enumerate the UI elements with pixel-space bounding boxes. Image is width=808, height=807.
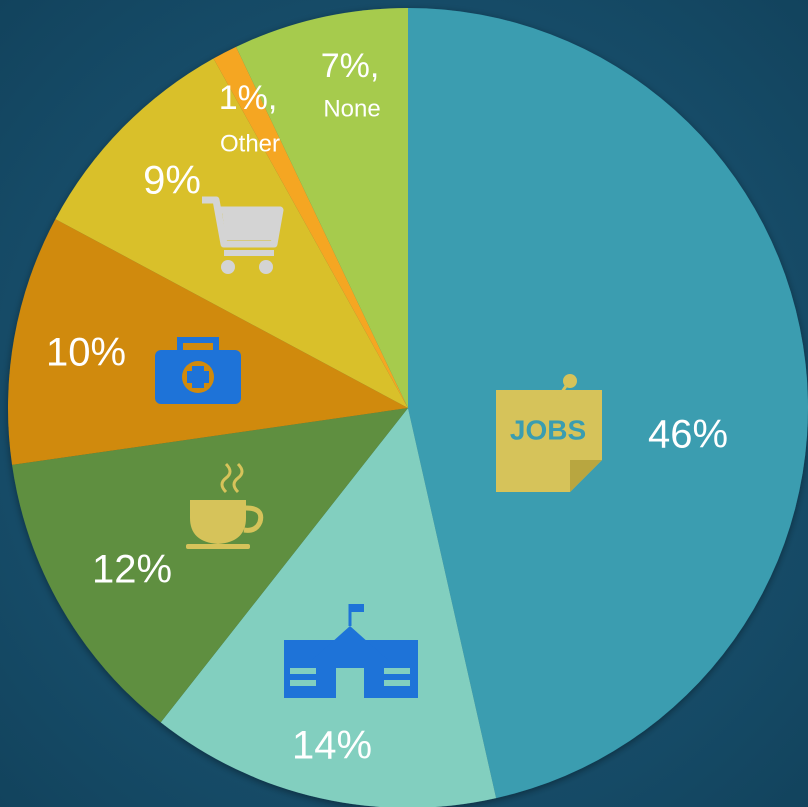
svg-text:JOBS: JOBS	[510, 414, 586, 445]
pie-slice	[408, 8, 808, 799]
value-label: 10%	[46, 331, 126, 375]
cup-icon	[186, 462, 264, 549]
jobs-icon: JOBS	[496, 374, 602, 492]
value-label: 14%	[292, 724, 372, 768]
category-label: None	[323, 95, 380, 122]
pie-slice	[236, 8, 408, 408]
value-label: 12%	[92, 548, 172, 592]
pie-slice	[160, 408, 497, 807]
value-label: 7%,	[321, 47, 380, 85]
value-label: 46%	[648, 413, 728, 457]
value-label: 9%	[143, 159, 201, 203]
value-label: 1%,	[219, 79, 278, 117]
pie-slice	[213, 46, 408, 409]
medkit-icon	[155, 337, 241, 404]
cart-icon	[202, 196, 284, 274]
labels: 46% 14% 12% 10% 9% 1%, Other 7%, None	[46, 47, 728, 768]
category-label: Other	[220, 130, 280, 157]
school-icon	[284, 604, 418, 698]
pie-slice	[12, 408, 409, 723]
